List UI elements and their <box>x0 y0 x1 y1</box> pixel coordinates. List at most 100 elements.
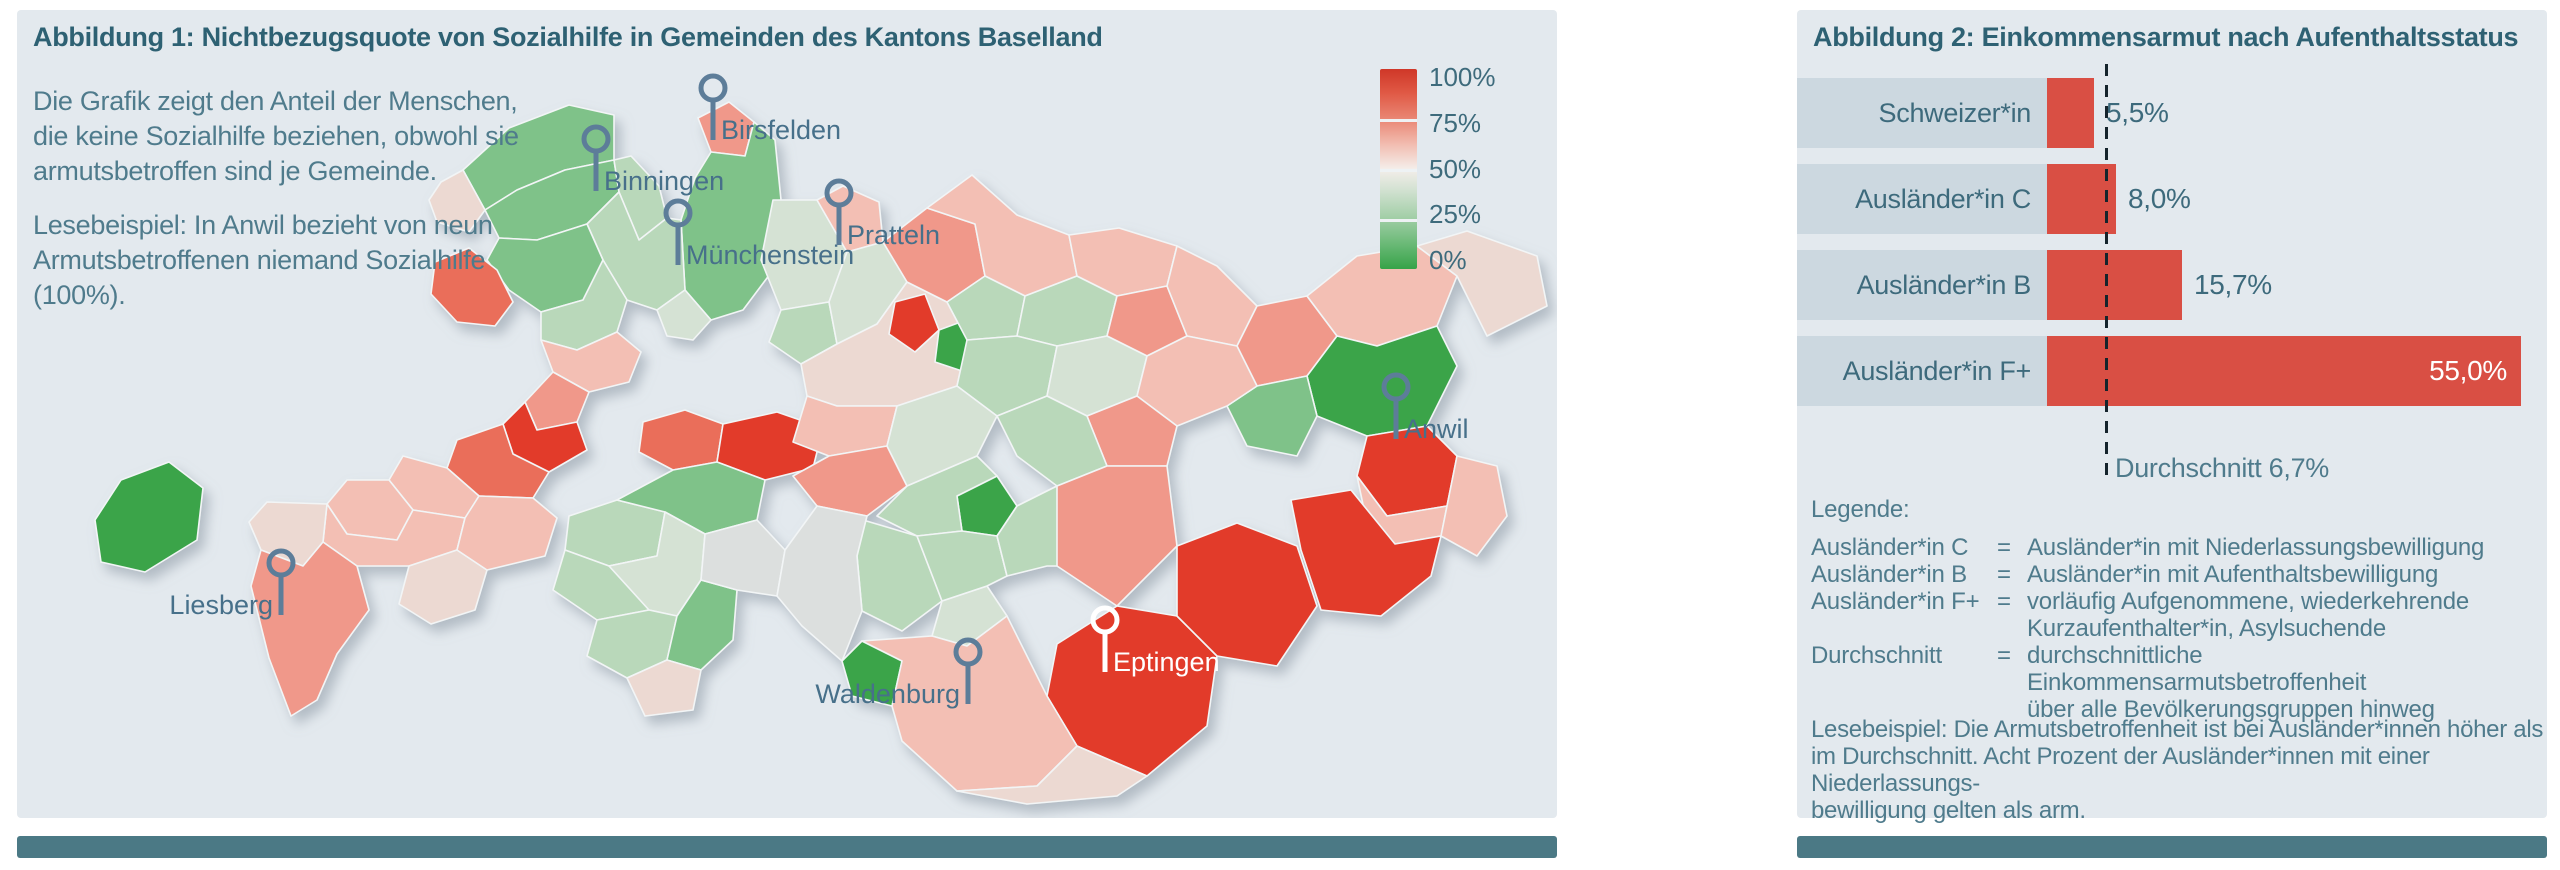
average-label: Durchschnitt 6,7% <box>2115 453 2329 483</box>
pin-head-icon <box>581 124 611 154</box>
map-region <box>456 495 558 571</box>
scale-label-100pct: 100% <box>1429 62 1496 92</box>
legend-rows: Ausländer*in C = Ausländer*in mit Niederla… <box>1811 534 2547 723</box>
map-region <box>428 169 486 233</box>
map-pin-liesberg: Liesberg <box>169 548 296 620</box>
legend-definition: Ausländer*in mit Niederlassungsbewilligu… <box>2027 534 2485 561</box>
scale-label-75pct: 75% <box>1429 107 1482 138</box>
legend-definition: Kurzaufenthalter*in, Asylsuchende <box>2027 615 2386 642</box>
pin-label: Liesberg <box>169 590 273 620</box>
legend-definition: über alle Bevölkerungsgruppen hinweg <box>2027 696 2435 723</box>
figure1-description: Die Grafik zeigt den Anteil der Menschen… <box>33 86 519 186</box>
map-region <box>94 461 204 573</box>
figure2-footer-bar <box>1797 836 2547 858</box>
scale-label-0pct: 0% <box>1429 245 1467 275</box>
map-pin-anwil: Anwil <box>1381 372 1469 444</box>
map-region <box>1136 335 1258 427</box>
pin-head-icon <box>953 637 983 667</box>
legend-term: Durchschnitt <box>1811 642 1942 669</box>
bar-category-band: Schweizer*in <box>1797 78 2047 148</box>
map-pin-m-nchenstein: Münchenstein <box>663 198 854 270</box>
scale-tick <box>1380 169 1417 172</box>
figure1-lesebeispiel: Lesebeispiel: In Anwil bezieht von neun … <box>33 210 493 310</box>
map-region <box>1440 455 1508 557</box>
figure1-title: Abbildung 1: Nichtbezugsquote von Sozial… <box>33 22 1103 52</box>
pin-head-icon <box>698 73 728 103</box>
bar-category-band: Ausländer*in C <box>1797 164 2047 234</box>
bar-value-label: 5,5% <box>2106 97 2169 128</box>
legend-definition: Ausländer*in mit Aufenthaltsbewilligung <box>2027 561 2439 588</box>
average-dashed-line <box>2105 64 2108 482</box>
bar-category-label: Ausländer*in C <box>1855 183 2031 214</box>
map-region <box>996 485 1058 577</box>
bar-category-band: Ausländer*in B <box>1797 250 2047 320</box>
municipality-polygons <box>94 101 1548 805</box>
legend-term: Ausländer*in B <box>1811 561 1967 588</box>
legend-title: Legende: <box>1811 496 1910 523</box>
map-pin-binningen: Binningen <box>581 124 724 196</box>
pin-label: Pratteln <box>847 220 940 250</box>
bar-category-label: Ausländer*in F+ <box>1842 355 2032 386</box>
bar-ausl-nder-in-b <box>2047 250 2182 320</box>
figure2-panel: Abbildung 2: Einkommensarmut nach Aufent… <box>1797 10 2547 824</box>
bar-value-label: 15,7% <box>2194 269 2272 300</box>
map-region <box>1416 230 1548 337</box>
pin-head-icon <box>1381 372 1411 402</box>
bar-ausl-nder-in-c <box>2047 164 2116 234</box>
map-pin-waldenburg: Waldenburg <box>815 637 983 709</box>
pin-head-icon <box>663 198 693 228</box>
figure2-lesebeispiel: Lesebeispiel: Die Armutsbetroffenheit is… <box>1811 716 2544 824</box>
pin-label: Binningen <box>604 166 724 196</box>
scale-tick <box>1380 119 1417 122</box>
figure1-footer-bar <box>17 836 1557 858</box>
figure2-title: Abbildung 2: Einkommensarmut nach Aufent… <box>1813 22 2519 52</box>
map-region <box>680 121 782 321</box>
scale-label-25pct: 25% <box>1429 199 1482 230</box>
pin-label: Birsfelden <box>721 115 841 145</box>
equals-sign: = <box>1997 534 2011 561</box>
scale-tick <box>1380 219 1417 222</box>
scale-label-50pct: 50% <box>1429 153 1482 184</box>
pin-label: Anwil <box>1404 414 1469 444</box>
legend-row: Ausländer*in F+ = vorläufig Aufgenommene, … <box>1811 588 2547 615</box>
equals-sign <box>1997 615 2027 642</box>
pin-label: Münchenstein <box>686 240 854 270</box>
bar-ausl-nder-in-f- <box>2047 336 2521 406</box>
map-region <box>776 505 868 662</box>
map-region <box>956 745 1148 805</box>
map-region <box>430 247 514 327</box>
pin-head-icon <box>824 178 854 208</box>
bar-category-label: Ausländer*in B <box>1856 269 2032 300</box>
map-pin-birsfelden: Birsfelden <box>698 73 841 145</box>
equals-sign: = <box>1997 588 2011 615</box>
pin-head-icon <box>266 548 296 578</box>
pin-head-icon <box>1090 605 1120 635</box>
pin-label: Eptingen <box>1113 647 1220 677</box>
map-region <box>876 455 998 537</box>
pin-label: Waldenburg <box>815 679 960 709</box>
map-region <box>638 409 724 471</box>
legend-definition: durchschnittliche Einkommensarmutsbetrof… <box>2027 642 2367 696</box>
figure1-panel: Birsfelden Binningen Münchenstein Pratteln A… <box>17 10 1557 818</box>
figure2-legend: Legende: Ausländer*in C = Ausländer*in mit… <box>1811 496 2547 723</box>
legend-definition: vorläufig Aufgenommene, wiederkehrende <box>2027 588 2470 615</box>
map-pin-pratteln: Pratteln <box>824 178 940 250</box>
map-region <box>626 659 702 717</box>
bar-schweizer-in <box>2047 78 2094 148</box>
legend-row: Durchschnitt = durchschnittliche Einkommen… <box>1811 642 2547 696</box>
legend-row: Ausländer*in B = Ausländer*in mit Aufentha… <box>1811 561 2547 588</box>
map-region <box>888 293 940 353</box>
map-pin-eptingen: Eptingen <box>1090 605 1220 677</box>
legend-row: Ausländer*in C = Ausländer*in mit Niederla… <box>1811 534 2547 561</box>
map-region <box>1176 522 1318 667</box>
equals-sign: = <box>1997 642 2011 669</box>
map-region <box>656 289 712 341</box>
map-region <box>1306 325 1458 437</box>
equals-sign: = <box>1997 561 2011 588</box>
bar-value-label: 55,0% <box>2429 355 2507 386</box>
legend-row: Kurzaufenthalter*in, Asylsuchende <box>1811 615 2547 642</box>
bar-value-label: 8,0% <box>2128 183 2191 214</box>
bar-category-band: Ausländer*in F+ <box>1797 336 2047 406</box>
